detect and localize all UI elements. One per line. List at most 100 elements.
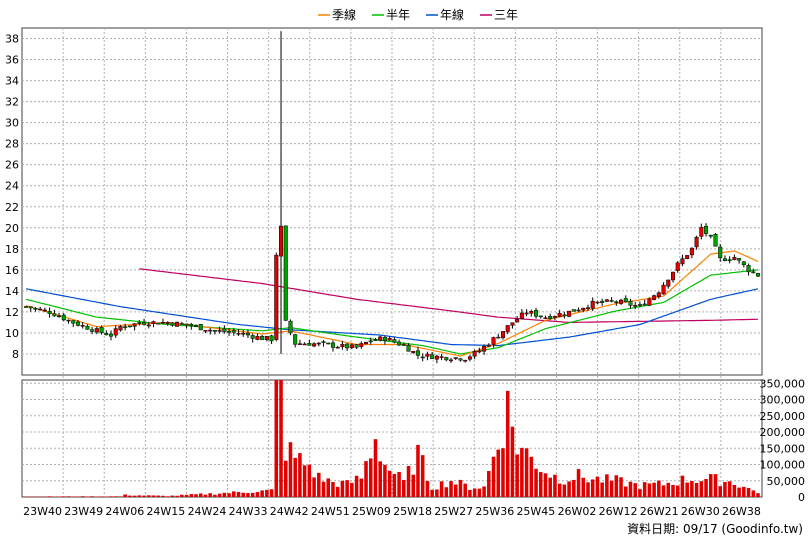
candle <box>47 307 52 318</box>
candle <box>118 324 123 332</box>
candle <box>392 337 397 344</box>
candle-body <box>364 341 369 345</box>
candle-body <box>241 332 246 335</box>
candle-body <box>406 344 411 352</box>
candle <box>245 329 250 339</box>
candle <box>85 324 90 330</box>
candle <box>491 336 496 348</box>
volume-bar <box>543 473 548 497</box>
volume-bar <box>340 480 345 497</box>
candle-body <box>175 321 180 327</box>
candle-body <box>392 339 397 343</box>
candle-body <box>42 309 47 312</box>
candle-body <box>642 303 647 306</box>
candle <box>156 322 161 325</box>
candle-body <box>330 342 335 348</box>
volume-bar <box>189 494 194 497</box>
price-tick-label-5: 18 <box>5 243 19 256</box>
candle <box>142 318 147 326</box>
volume-bar <box>723 482 727 497</box>
x-tick-label-8: 25W09 <box>352 505 391 518</box>
candle-body <box>694 236 699 248</box>
candle <box>670 271 676 283</box>
candle-body <box>637 304 642 306</box>
x-tick-label-6: 24W42 <box>270 505 309 518</box>
candle <box>151 320 156 328</box>
candle-body <box>500 331 506 339</box>
candle-body <box>755 273 761 277</box>
candle-body <box>604 299 609 302</box>
volume-bar <box>605 474 609 497</box>
candle-body <box>90 329 95 332</box>
candle <box>222 325 227 334</box>
volume-bar <box>685 482 689 497</box>
volume-bar <box>312 477 316 497</box>
x-tick-label-15: 26W21 <box>640 505 679 518</box>
candle <box>458 358 463 362</box>
volume-bar <box>128 495 132 497</box>
candle <box>66 319 71 324</box>
candle-body <box>378 336 383 341</box>
candle-body <box>397 341 402 346</box>
price-tick-label-3: 14 <box>5 285 19 298</box>
candle-body <box>146 324 151 327</box>
candle-body <box>619 299 624 304</box>
candle-body <box>751 271 756 274</box>
candle <box>340 340 345 350</box>
volume-bar <box>99 496 104 497</box>
candle-body <box>401 344 406 346</box>
volume-bar <box>420 455 425 497</box>
candle <box>94 326 99 335</box>
candle <box>633 301 638 310</box>
candle-body <box>156 322 161 325</box>
volume-bar <box>746 487 751 497</box>
volume-bar <box>132 495 137 497</box>
price-tick-label-13: 34 <box>5 75 19 88</box>
candle <box>241 330 246 337</box>
candle <box>137 320 142 326</box>
candle <box>510 322 515 329</box>
candle-body <box>600 300 605 303</box>
candle-body <box>515 319 520 323</box>
volume-bar <box>137 495 142 497</box>
volume-bar <box>203 494 208 497</box>
candle <box>193 324 199 328</box>
candle <box>486 343 491 348</box>
candle <box>463 359 468 363</box>
volume-bar <box>520 447 524 497</box>
candle <box>496 333 501 339</box>
volume-bar <box>52 496 57 498</box>
candle <box>75 320 80 327</box>
x-tick-label-7: 24W51 <box>311 505 350 518</box>
volume-bar <box>317 472 321 497</box>
candle-body <box>184 323 189 326</box>
candle-body <box>165 322 170 324</box>
candle-body <box>741 261 746 266</box>
candle-body <box>652 295 657 300</box>
candle-body <box>661 284 666 295</box>
volume-bar <box>572 479 576 497</box>
price-tick-label-12: 32 <box>5 96 19 109</box>
candle <box>482 344 487 355</box>
candle-body <box>496 336 501 339</box>
price-tick-label-6: 20 <box>5 222 19 235</box>
x-tick-label-17: 26W38 <box>722 505 761 518</box>
volume-bar <box>123 494 127 497</box>
candle-body <box>80 324 85 327</box>
candle-body <box>534 310 539 317</box>
candle-body <box>656 292 661 297</box>
candle <box>28 306 33 312</box>
candle-body <box>326 342 331 345</box>
candle-body <box>543 317 548 320</box>
volume-bar <box>595 476 600 497</box>
candle-body <box>430 354 435 360</box>
candle-body <box>557 313 562 318</box>
volume-bar <box>515 454 519 497</box>
volume-bar <box>468 490 472 497</box>
volume-bar <box>576 469 581 497</box>
candle-body <box>321 341 326 343</box>
volume-bar <box>350 482 354 497</box>
candle-body <box>633 305 638 307</box>
candle <box>685 255 690 260</box>
candle <box>524 309 529 317</box>
